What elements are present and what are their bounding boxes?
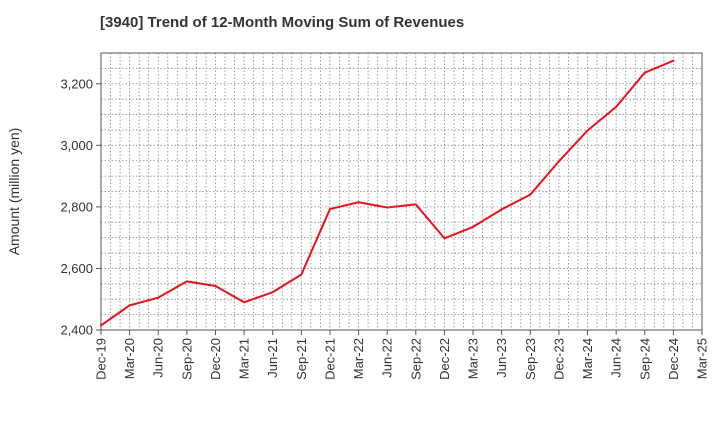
x-axis: Dec-19 Mar-20 Jun-20 Sep-20 Dec-20 Mar-21 Jun-… — [94, 330, 710, 380]
data-point — [615, 105, 618, 108]
data-point — [214, 285, 217, 287]
data-point — [128, 304, 131, 307]
data-point — [672, 59, 675, 62]
x-tick-label: Dec-23 — [551, 338, 566, 380]
data-point — [529, 193, 532, 196]
data-point — [271, 291, 274, 294]
y-tick-label: 2,600 — [60, 261, 93, 276]
x-tick-label: Jun-21 — [265, 338, 280, 378]
data-point — [329, 208, 331, 210]
y-axis: 2,400 2,600 2,800 3,000 3,200 — [60, 76, 101, 338]
plot-area — [100, 52, 703, 331]
data-point — [472, 225, 474, 228]
grid — [101, 53, 702, 330]
data-point — [185, 280, 188, 283]
x-tick-label: Mar-22 — [351, 338, 366, 379]
x-tick-label: Mar-25 — [695, 338, 710, 379]
x-tick-label: Sep-24 — [637, 338, 652, 380]
y-tick-label: 3,200 — [60, 76, 93, 91]
x-tick-label: Sep-22 — [408, 338, 423, 380]
data-point — [586, 129, 589, 132]
x-tick-label: Mar-24 — [580, 338, 595, 379]
x-tick-label: Jun-20 — [151, 338, 166, 378]
data-point — [157, 296, 160, 299]
x-tick-label: Jun-22 — [380, 338, 395, 378]
x-tick-label: Dec-19 — [94, 338, 109, 380]
x-tick-label: Jun-23 — [494, 338, 509, 378]
x-tick-label: Mar-21 — [237, 338, 252, 379]
y-tick-label: 2,400 — [60, 323, 93, 338]
x-tick-label: Dec-21 — [322, 338, 337, 380]
x-tick-label: Jun-24 — [609, 338, 624, 378]
data-point — [414, 203, 417, 206]
data-point — [100, 324, 102, 327]
x-tick-label: Sep-21 — [294, 338, 309, 380]
data-point — [300, 273, 303, 276]
x-tick-label: Dec-24 — [666, 338, 681, 380]
x-tick-label: Mar-23 — [466, 338, 481, 379]
y-tick-label: 2,800 — [60, 199, 93, 214]
x-tick-label: Sep-23 — [523, 338, 538, 380]
data-point — [386, 206, 389, 209]
y-axis-label: Amount (million yen) — [6, 128, 22, 256]
x-tick-label: Sep-20 — [179, 338, 194, 380]
x-tick-label: Dec-20 — [208, 338, 223, 380]
x-tick-label: Mar-20 — [122, 338, 137, 379]
data-point — [443, 237, 446, 240]
data-point — [357, 201, 360, 204]
y-tick-label: 3,000 — [60, 138, 93, 153]
data-point — [243, 301, 245, 304]
data-point — [558, 160, 560, 163]
x-tick-label: Dec-22 — [437, 338, 452, 380]
series-layer — [100, 59, 675, 327]
data-point — [643, 71, 646, 74]
chart-title: [3940] Trend of 12-Month Moving Sum of R… — [100, 14, 465, 31]
data-point — [500, 208, 503, 211]
